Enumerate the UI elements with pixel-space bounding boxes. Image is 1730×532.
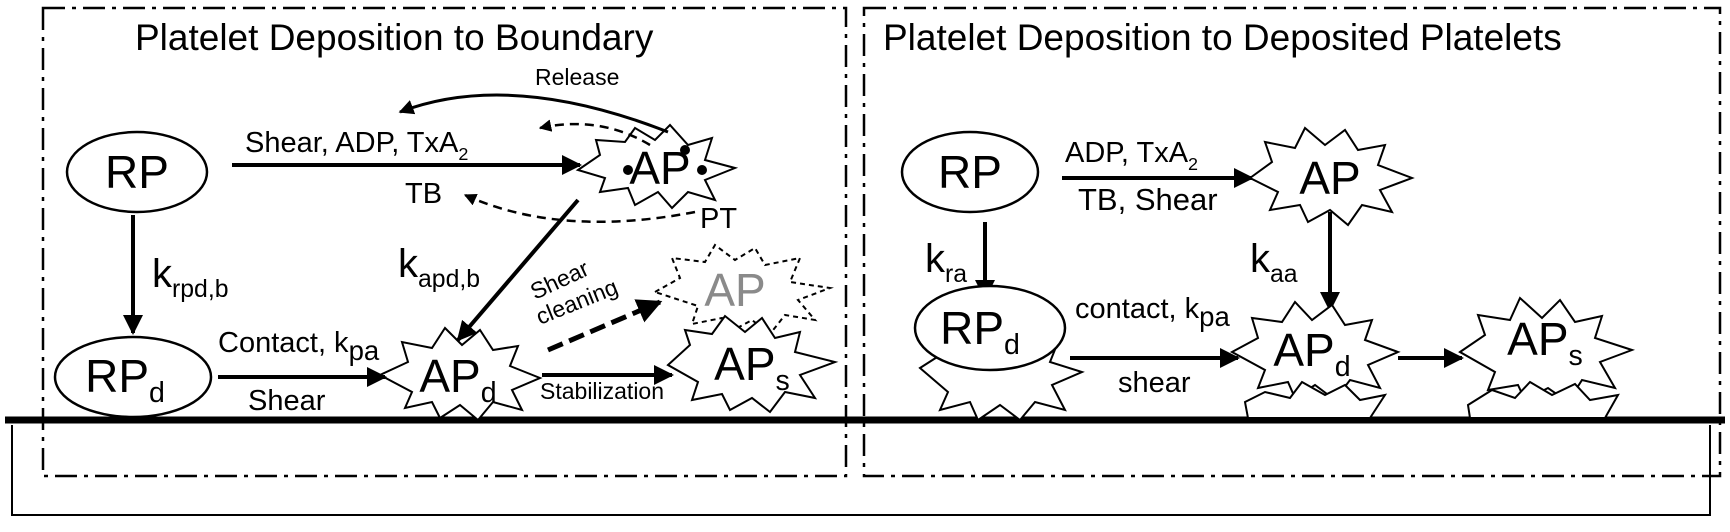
shear-cleaning-arrow [547, 299, 663, 353]
k-apd-arrow [456, 198, 580, 342]
right-panel-title: Platelet Deposition to Deposited Platele… [883, 17, 1562, 58]
deposited-platelet-base-2 [1243, 380, 1388, 419]
aps-label: APs [714, 338, 790, 397]
apd-shape [377, 326, 543, 422]
stabilization-label: Stabilization [540, 378, 664, 404]
activation-label-right-2: TB, Shear [1078, 182, 1218, 217]
k-ra-label: kra [925, 237, 967, 288]
granule-dot [623, 165, 633, 175]
rpd-label: RPd [85, 350, 165, 409]
pt-label: PT [700, 203, 737, 235]
rp-node [65, 130, 209, 214]
deposited-platelet-base-3 [1466, 380, 1620, 419]
rpd-node [53, 335, 213, 419]
k-aa-label: kaa [1250, 237, 1298, 288]
apd-label-right: APd [1273, 324, 1350, 383]
aps-shape-right [1458, 296, 1636, 404]
apd-label: APd [419, 350, 496, 409]
k-rpd-label: krpd,b [152, 252, 229, 303]
ap-cleaned-shape [652, 243, 834, 336]
release-label: Release [535, 64, 619, 90]
ap-activated-shape-right [1248, 126, 1415, 227]
right-panel-frame [862, 6, 1722, 478]
left-panel-title: Platelet Deposition to Boundary [135, 17, 654, 58]
granule-dot [697, 165, 707, 175]
aps-shape [666, 314, 839, 414]
rpd-label-right: RPd [940, 302, 1020, 361]
shear-label: Shear [248, 385, 326, 417]
aps-label-right: APs [1507, 313, 1583, 372]
rp-label-right: RP [938, 146, 1002, 198]
activation-label: Shear, ADP, TxA2 [245, 127, 468, 164]
rpd-node-right [913, 284, 1067, 372]
shear-label-right: shear [1118, 367, 1191, 399]
activation-label-right: ADP, TxA2 [1065, 137, 1198, 174]
left-panel-frame [41, 6, 848, 478]
ap-activated-shape [575, 123, 739, 210]
tb-label: TB [405, 178, 442, 210]
ap-label-right: AP [1299, 152, 1360, 204]
release-arrow [398, 93, 669, 134]
contact-label-right: contact, kpa [1075, 293, 1230, 332]
thrombin-arrow [463, 193, 696, 224]
outer-loop-line [11, 425, 1711, 516]
rp-label: RP [105, 146, 169, 198]
contact-label: Contact, kpa [218, 327, 380, 366]
granule-dot [680, 145, 690, 155]
rp-node-right [900, 130, 1040, 214]
ap-cleaned-label: AP [704, 264, 765, 316]
k-apd-label: kapd,b [398, 242, 480, 293]
apd-shape-right [1229, 300, 1401, 402]
